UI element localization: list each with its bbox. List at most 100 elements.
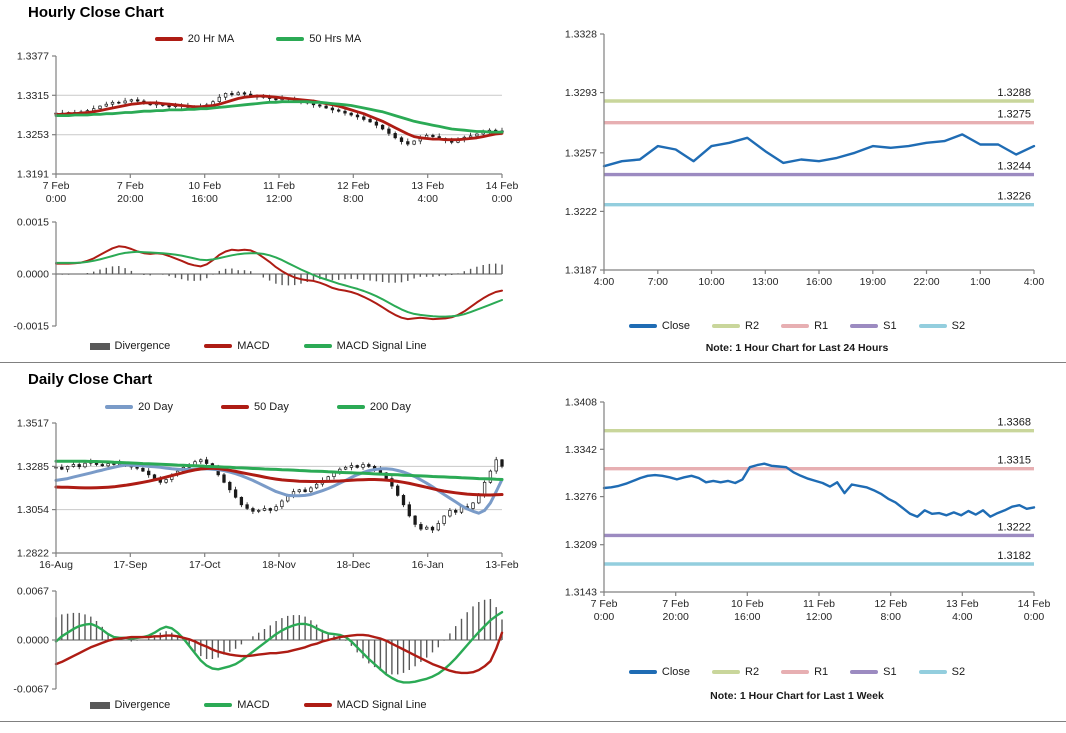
legend-label: Divergence (114, 340, 171, 352)
svg-text:4:00: 4:00 (594, 276, 615, 288)
svg-text:4:00: 4:00 (952, 611, 973, 623)
svg-text:1.3222: 1.3222 (997, 521, 1031, 533)
legend-item: S2 (918, 666, 966, 678)
svg-text:13 Feb: 13 Feb (411, 180, 444, 192)
svg-text:11 Feb: 11 Feb (803, 598, 835, 610)
line-swatch-icon (154, 37, 183, 41)
legend-item: R2 (712, 320, 759, 332)
legend-label: R1 (814, 666, 829, 678)
svg-text:7:00: 7:00 (648, 276, 669, 288)
legend-item: S1 (850, 666, 897, 678)
hourly-pivot-legend: Close R2 R1 S1 S2 (552, 320, 1042, 332)
svg-text:1.3226: 1.3226 (997, 191, 1031, 203)
hourly-pivot-chart: 1.3288 1.3275 1.3244 1.3226 1.3328 1.3293 1.32… (565, 29, 1045, 289)
svg-text:16-Jan: 16-Jan (412, 559, 444, 571)
bottom-divider (0, 721, 1066, 722)
svg-text:0.0000: 0.0000 (17, 635, 49, 647)
svg-text:1.3253: 1.3253 (17, 129, 49, 141)
legend-item: S2 (918, 320, 966, 332)
legend-item: R2 (712, 666, 759, 678)
svg-text:7 Feb: 7 Feb (43, 180, 70, 192)
legend-item: 20 Hr MA (154, 33, 234, 45)
line-swatch-icon (918, 324, 947, 328)
svg-text:1.3191: 1.3191 (17, 169, 49, 181)
svg-text:1.3275: 1.3275 (997, 109, 1031, 121)
svg-text:8:00: 8:00 (343, 193, 364, 205)
hourly-macd-chart: 0.0015 0.0000 -0.0015 (13, 217, 503, 333)
svg-text:1.3328: 1.3328 (565, 29, 597, 41)
svg-text:17-Oct: 17-Oct (189, 559, 221, 571)
line-swatch-icon (303, 344, 332, 348)
svg-text:1.3315: 1.3315 (997, 455, 1031, 467)
line-swatch-icon (712, 670, 741, 674)
svg-text:16:00: 16:00 (192, 193, 218, 205)
legend-label: 20 Day (138, 401, 173, 413)
legend-item: S1 (850, 320, 897, 332)
weekly-pivot-chart: 1.3368 1.3315 1.3222 1.3182 1.3408 1.3342 1.32… (565, 397, 1051, 624)
svg-text:14 Feb: 14 Feb (1018, 598, 1051, 610)
line-swatch-icon (918, 670, 947, 674)
legend-label: S2 (951, 320, 966, 332)
svg-text:8:00: 8:00 (880, 611, 901, 623)
svg-text:1.3244: 1.3244 (997, 161, 1031, 173)
line-swatch-icon (336, 405, 365, 409)
svg-text:20:00: 20:00 (663, 611, 689, 623)
line-swatch-icon (204, 344, 233, 348)
svg-text:22:00: 22:00 (913, 276, 939, 288)
svg-text:17-Sep: 17-Sep (113, 559, 147, 571)
daily-macd-chart: 0.0067 0.0000 -0.0067 (13, 586, 504, 696)
legend-label: Close (661, 666, 691, 678)
legend-item: 50 Hrs MA (276, 33, 361, 45)
legend-label: R2 (745, 320, 760, 332)
legend-label: S2 (951, 666, 966, 678)
line-swatch-icon (221, 405, 249, 409)
svg-text:1.3517: 1.3517 (17, 418, 49, 430)
svg-text:0.0015: 0.0015 (17, 217, 49, 229)
legend-label: Close (661, 320, 691, 332)
svg-text:18-Nov: 18-Nov (262, 559, 297, 571)
svg-text:1.3368: 1.3368 (997, 417, 1031, 429)
svg-text:0:00: 0:00 (594, 611, 615, 623)
line-swatch-icon (781, 670, 810, 674)
bar-swatch-icon (89, 342, 110, 350)
svg-text:20:00: 20:00 (117, 193, 143, 205)
line-swatch-icon (850, 670, 879, 674)
line-swatch-icon (850, 324, 879, 328)
line-swatch-icon (781, 324, 810, 328)
weekly-pivot-legend: Close R2 R1 S1 S2 (552, 666, 1042, 678)
svg-text:0:00: 0:00 (1024, 611, 1045, 623)
line-swatch-icon (105, 405, 134, 409)
weekly-chart-note: Note: 1 Hour Chart for Last 1 Week (710, 690, 884, 702)
legend-item: 50 Day (221, 401, 289, 413)
legend-label: MACD (237, 340, 270, 352)
line-swatch-icon (712, 324, 741, 328)
svg-text:10 Feb: 10 Feb (731, 598, 764, 610)
svg-text:1.3408: 1.3408 (565, 397, 597, 409)
svg-text:12 Feb: 12 Feb (874, 598, 907, 610)
legend-label: 50 Hrs MA (309, 33, 362, 45)
svg-text:12:00: 12:00 (266, 193, 292, 205)
hourly-macd-legend: Divergence MACD MACD Signal Line (8, 340, 508, 352)
svg-text:1.3257: 1.3257 (565, 147, 597, 159)
daily-ma-legend: 20 Day 50 Day 200 Day (8, 401, 508, 413)
legend-label: S1 (883, 666, 897, 678)
legend-item: MACD Signal Line (303, 340, 426, 352)
svg-text:-0.0015: -0.0015 (13, 321, 49, 333)
svg-text:13:00: 13:00 (752, 276, 778, 288)
line-swatch-icon (303, 703, 332, 707)
daily-macd-legend: Divergence MACD MACD Signal Line (8, 699, 508, 711)
svg-text:1.3276: 1.3276 (565, 491, 597, 503)
svg-text:13 Feb: 13 Feb (946, 598, 979, 610)
svg-text:1.3293: 1.3293 (565, 87, 597, 99)
svg-text:0:00: 0:00 (46, 193, 67, 205)
svg-text:18-Dec: 18-Dec (336, 559, 370, 571)
legend-label: 200 Day (369, 401, 411, 413)
legend-item: R1 (781, 666, 828, 678)
svg-text:1.3315: 1.3315 (17, 90, 49, 102)
legend-item: Divergence (89, 340, 171, 352)
svg-text:19:00: 19:00 (860, 276, 886, 288)
svg-text:1.3342: 1.3342 (565, 444, 597, 456)
legend-label: MACD (237, 699, 270, 711)
